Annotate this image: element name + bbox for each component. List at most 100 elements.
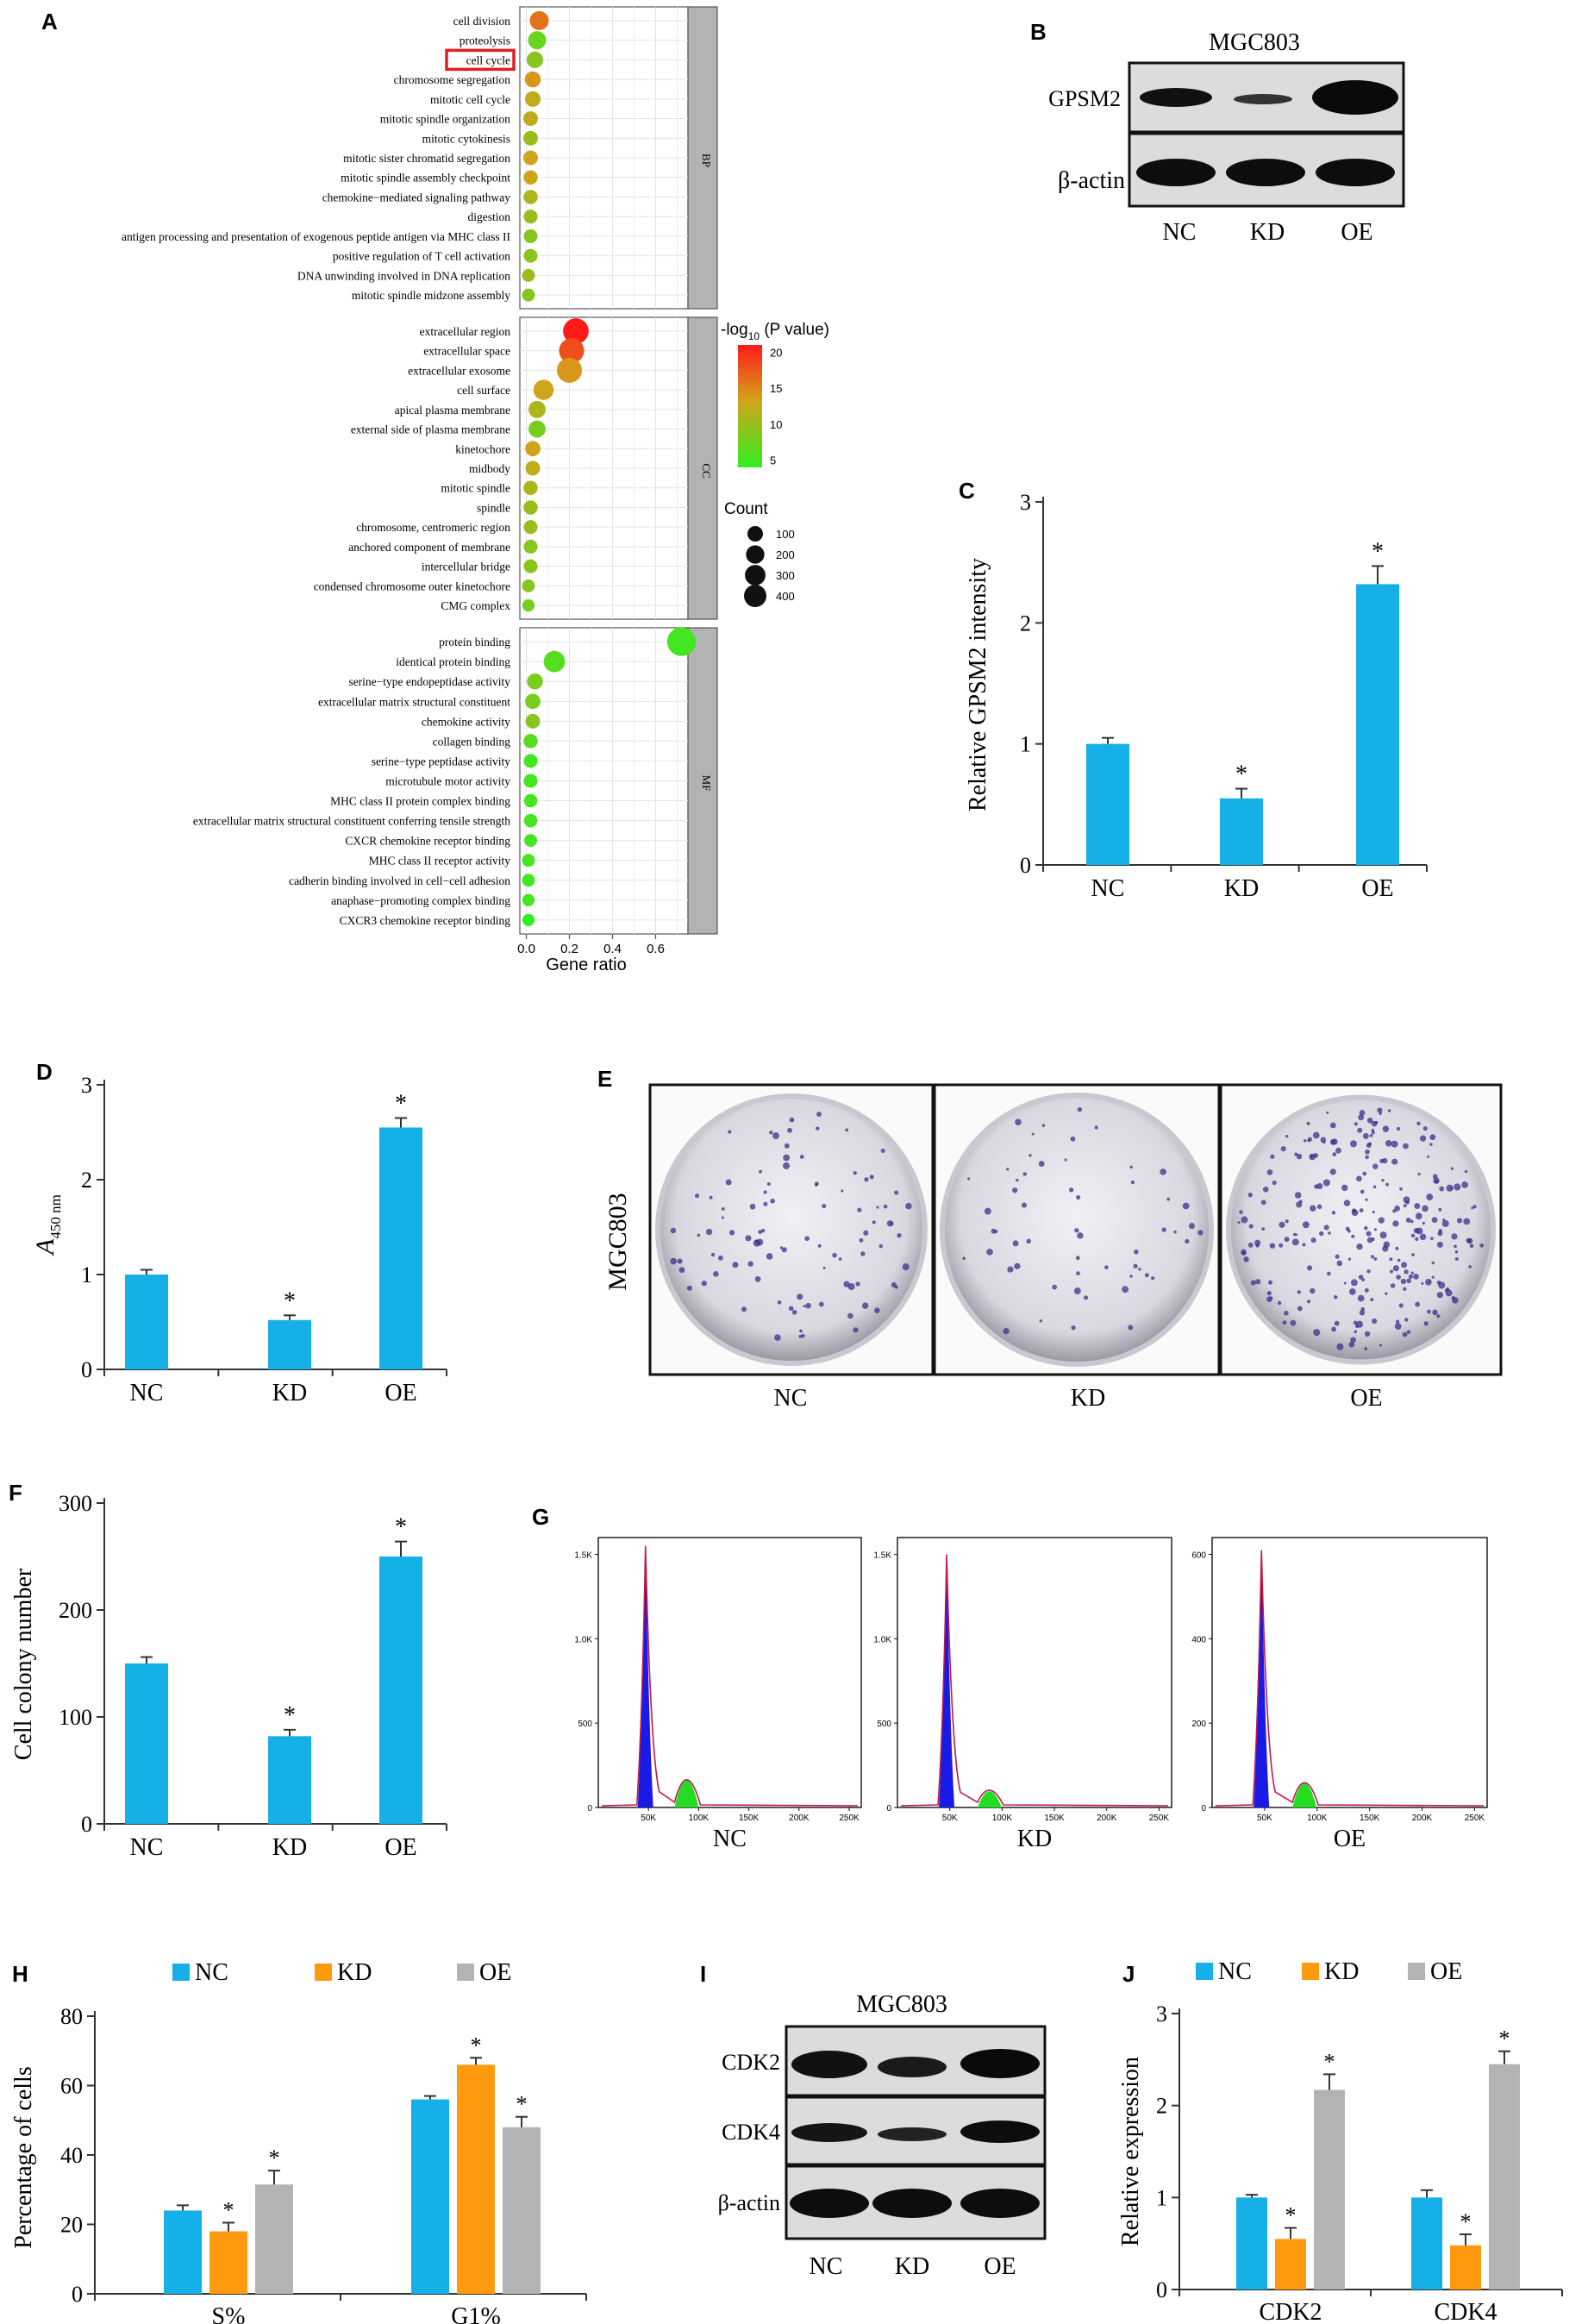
- x-tick-label: 250K: [839, 1813, 860, 1823]
- significance-star: *: [395, 1514, 407, 1541]
- colony: [1421, 1281, 1424, 1285]
- colony: [1390, 1283, 1396, 1288]
- colony: [1429, 1134, 1436, 1141]
- colony: [801, 1333, 805, 1338]
- blot-i-label-cdk2: CDK2: [722, 2050, 780, 2075]
- legend-label-oe: OE: [1430, 1958, 1462, 1985]
- colony: [1122, 1286, 1129, 1294]
- g2-peak: [674, 1780, 699, 1807]
- dish: [660, 1099, 922, 1361]
- go-dot: [523, 229, 538, 243]
- colony: [1422, 1126, 1428, 1131]
- colony: [1365, 1149, 1370, 1155]
- go-dot: [522, 598, 535, 612]
- go-color-legend-title: -log10 (P value): [721, 321, 829, 342]
- colony: [1130, 1180, 1135, 1185]
- colony: [1401, 1262, 1408, 1268]
- colony: [1026, 1238, 1031, 1244]
- colony: [1012, 1187, 1018, 1193]
- colony: [1319, 1231, 1324, 1237]
- colony: [1094, 1125, 1098, 1130]
- significance-star: *: [1235, 761, 1247, 788]
- go-dot: [527, 673, 543, 690]
- go-dot: [523, 130, 538, 146]
- colony: [853, 1171, 857, 1175]
- x-tick-label: NC: [1091, 875, 1125, 902]
- colony: [847, 1312, 853, 1319]
- colony: [859, 1237, 864, 1243]
- colony: [1071, 1325, 1076, 1331]
- colony: [1385, 1139, 1392, 1147]
- go-dot: [528, 420, 546, 438]
- colony: [876, 1206, 879, 1209]
- go-dot: [543, 650, 566, 673]
- y-tick-label: 0: [886, 1804, 891, 1813]
- colony: [1290, 1319, 1297, 1326]
- legend-swatch-oe: [1408, 1963, 1425, 1980]
- colony: [1166, 1197, 1171, 1201]
- y-tick-label: 0: [1156, 2277, 1167, 2302]
- colony: [1280, 1146, 1286, 1152]
- x-tick-label: 250K: [1149, 1813, 1170, 1823]
- go-term-label: identical protein binding: [396, 655, 510, 668]
- bar-nc: [1411, 2197, 1442, 2290]
- colony: [1316, 1183, 1323, 1190]
- colony: [1391, 1140, 1398, 1148]
- y-axis-title: A450 nm: [31, 1194, 64, 1256]
- colony: [788, 1306, 794, 1312]
- colony: [1331, 1211, 1336, 1215]
- colony: [1104, 1265, 1109, 1270]
- colony: [1247, 1193, 1253, 1198]
- go-size-legend-dot: [747, 526, 763, 542]
- colony: [1041, 1124, 1046, 1127]
- go-dot: [523, 793, 538, 808]
- colony: [1452, 1297, 1459, 1304]
- colony: [1351, 1208, 1357, 1213]
- go-term-label: external side of plasma membrane: [351, 423, 510, 436]
- colony: [1336, 1343, 1344, 1350]
- colony: [1239, 1210, 1243, 1214]
- colony: [783, 1154, 791, 1162]
- colony: [1306, 1121, 1310, 1125]
- colony: [1450, 1187, 1454, 1190]
- colony: [1359, 1109, 1366, 1116]
- blot-i-title: MGC803: [856, 1991, 947, 2018]
- colony: [766, 1181, 771, 1187]
- significance-star: *: [516, 2092, 528, 2117]
- colony: [1307, 1137, 1312, 1142]
- colony: [1073, 1287, 1081, 1295]
- blot-band: [791, 2123, 867, 2142]
- colony: [1408, 1274, 1414, 1279]
- blot-band: [1316, 159, 1395, 186]
- colony: [772, 1132, 780, 1140]
- colony: [1182, 1202, 1190, 1210]
- colony: [1282, 1320, 1287, 1325]
- legend-label-kd: KD: [1324, 1958, 1359, 1985]
- y-tick-label: 2: [81, 1168, 92, 1193]
- colony: [816, 1126, 820, 1131]
- colony: [1472, 1205, 1477, 1209]
- y-tick-label: 1.5K: [574, 1551, 592, 1561]
- grouped-bar-chart-h: 0 20 40 60 80 * * S% * * G1% NC KD OE Percentage of ce…: [10, 1959, 587, 2324]
- colony: [1279, 1243, 1284, 1248]
- blot-b-title: MGC803: [1209, 29, 1300, 56]
- legend-label-nc: NC: [195, 1959, 228, 1986]
- colony: [686, 1285, 692, 1291]
- colony: [1343, 1281, 1347, 1285]
- colony: [967, 1177, 971, 1181]
- go-dot: [525, 693, 541, 710]
- go-term-label: apical plasma membrane: [395, 404, 510, 417]
- colony: [1365, 1155, 1369, 1160]
- y-tick-label: 0: [1020, 853, 1031, 878]
- colony: [1333, 1295, 1338, 1300]
- blot-band: [790, 2189, 869, 2218]
- colony: [855, 1281, 860, 1287]
- panel-label-d: D: [36, 1059, 53, 1085]
- colony: [1138, 1268, 1141, 1271]
- go-dots: [522, 10, 697, 926]
- y-tick-label: 300: [59, 1491, 92, 1516]
- colony: [721, 1206, 725, 1211]
- colony: [1332, 1152, 1337, 1156]
- colony: [1431, 1261, 1435, 1265]
- colony: [962, 1256, 966, 1260]
